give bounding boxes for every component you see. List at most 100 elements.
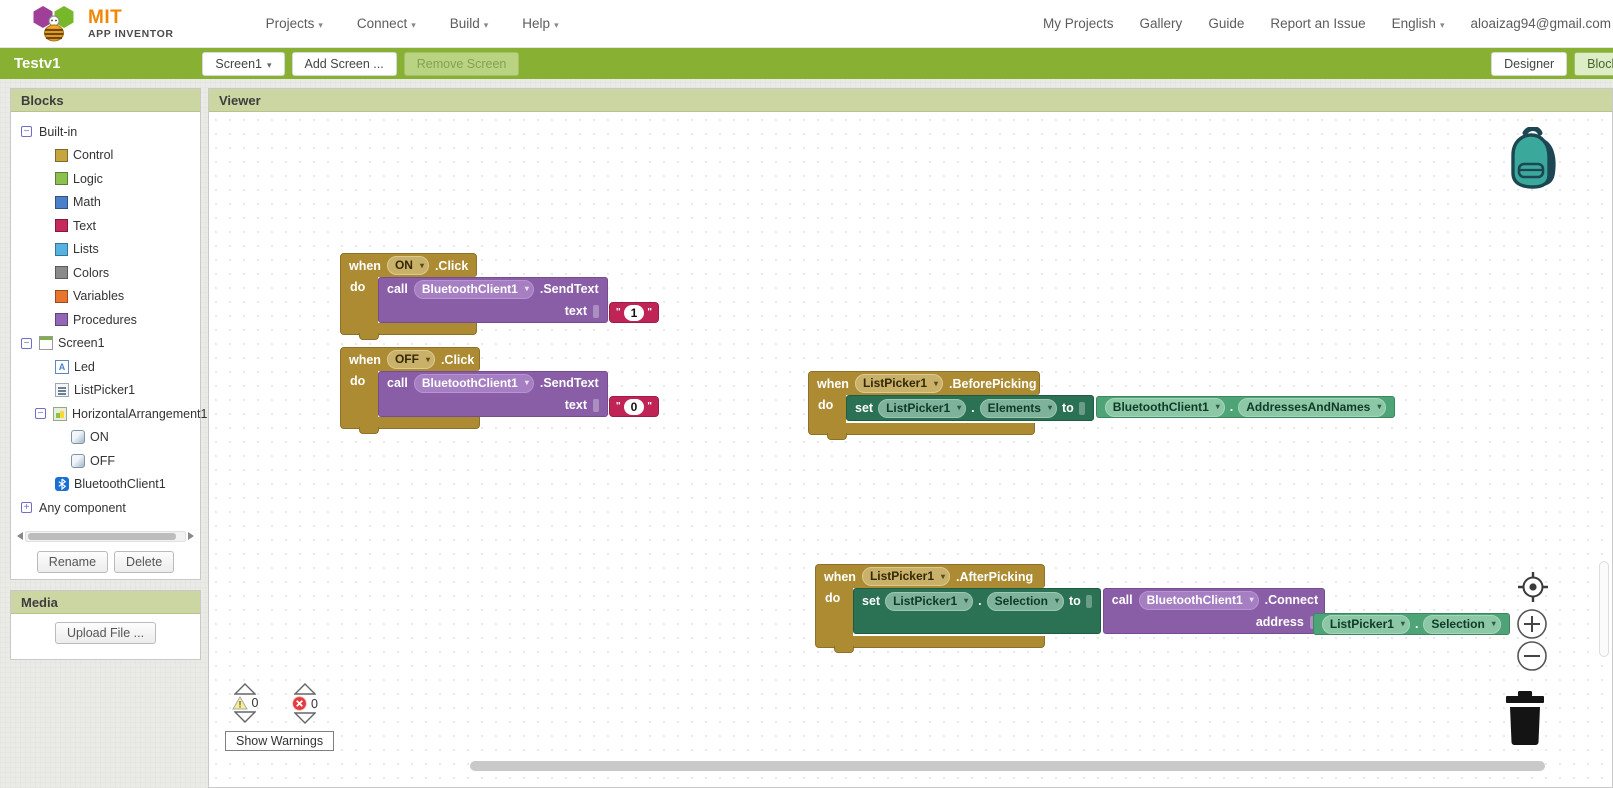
- event-block-header[interactable]: when ON .Click: [340, 253, 477, 277]
- logo-sub: APP INVENTOR: [88, 27, 174, 40]
- trash-icon[interactable]: [1501, 690, 1549, 746]
- event-block-header[interactable]: when ListPicker1 .BeforePicking: [808, 371, 1040, 395]
- when-keyword: when: [817, 376, 849, 391]
- event-block-header[interactable]: when ListPicker1 .AfterPicking: [815, 564, 1045, 588]
- text-string-block[interactable]: " 0 ": [608, 396, 659, 417]
- tree-item-logic[interactable]: Logic: [11, 167, 198, 191]
- call-sendtext-block[interactable]: call BluetoothClient1 .SendText text " 1: [378, 277, 659, 323]
- collapse-down-icon[interactable]: [294, 712, 316, 724]
- link-gallery[interactable]: Gallery: [1139, 16, 1183, 31]
- menu-build[interactable]: Build ▾: [450, 16, 489, 31]
- collapse-down-icon[interactable]: [234, 711, 256, 723]
- block-listpicker-beforepicking[interactable]: when ListPicker1 .BeforePicking do set L…: [808, 371, 1396, 440]
- component-dropdown[interactable]: OFF: [386, 350, 435, 369]
- designer-button[interactable]: Designer: [1491, 51, 1568, 76]
- text-string-block[interactable]: " 1 ": [608, 302, 659, 323]
- scroll-thumb[interactable]: [28, 532, 176, 540]
- component-dropdown[interactable]: ListPicker1: [854, 374, 943, 393]
- getter-selection-block[interactable]: ListPicker1 . Selection: [1312, 613, 1510, 635]
- component-dropdown[interactable]: BluetoothClient1: [413, 279, 534, 299]
- tree-item-control[interactable]: Control: [11, 144, 198, 168]
- block-when-on-click[interactable]: when ON .Click do call BluetoothClient1 …: [340, 253, 659, 340]
- upload-file-button[interactable]: Upload File ...: [54, 622, 157, 644]
- scroll-right-icon[interactable]: [188, 532, 194, 540]
- app-logo[interactable]: MIT APP INVENTOR: [30, 4, 174, 44]
- component-dropdown[interactable]: BluetoothClient1: [1104, 397, 1225, 417]
- tree-item-built-in[interactable]: − Built-in: [11, 120, 198, 144]
- tree-item-listpicker1[interactable]: ListPicker1: [11, 379, 198, 403]
- getter-addressesandnames-block[interactable]: BluetoothClient1 . AddressesAndNames: [1095, 396, 1396, 418]
- tree-item-any-component[interactable]: + Any component: [11, 496, 198, 520]
- tree-item-variables[interactable]: Variables: [11, 285, 198, 309]
- close-quote: ": [647, 401, 652, 412]
- logic-swatch-icon: [55, 172, 68, 186]
- link-report-issue[interactable]: Report an Issue: [1270, 16, 1366, 31]
- set-elements-block[interactable]: set ListPicker1 . Elements to: [846, 395, 1094, 421]
- tree-item-text[interactable]: Text: [11, 214, 198, 238]
- content-area: Blocks − Built-in Control Logic Math Tex…: [0, 79, 1613, 788]
- tree-item-math[interactable]: Math: [11, 191, 198, 215]
- block-when-off-click[interactable]: when OFF .Click do call BluetoothClient1…: [340, 347, 659, 434]
- rename-button[interactable]: Rename: [36, 550, 109, 573]
- scroll-track[interactable]: [25, 530, 186, 542]
- component-dropdown[interactable]: ListPicker1: [861, 567, 950, 586]
- collapse-up-icon[interactable]: [294, 683, 316, 695]
- component-dropdown[interactable]: ListPicker1: [885, 591, 974, 611]
- zoom-out-icon[interactable]: [1516, 640, 1548, 672]
- property-dropdown[interactable]: Selection: [986, 591, 1064, 611]
- user-email[interactable]: aloaizag94@gmail.com: [1470, 16, 1611, 31]
- link-my-projects[interactable]: My Projects: [1043, 16, 1114, 31]
- menu-projects[interactable]: Projects ▾: [266, 16, 323, 31]
- blocks-canvas[interactable]: when ON .Click do call BluetoothClient1 …: [209, 113, 1612, 787]
- set-selection-block[interactable]: set ListPicker1 . Selection to: [853, 588, 1101, 634]
- component-dropdown[interactable]: ON: [386, 256, 429, 275]
- palette-horizontal-scrollbar[interactable]: [17, 530, 194, 543]
- blocks-button[interactable]: Blocks: [1574, 51, 1613, 76]
- property-dropdown[interactable]: Elements: [979, 398, 1057, 418]
- add-screen-button[interactable]: Add Screen ...: [291, 51, 397, 76]
- tree-item-off[interactable]: OFF: [11, 449, 198, 473]
- block-listpicker-afterpicking[interactable]: when ListPicker1 .AfterPicking do set Li…: [815, 564, 1510, 653]
- tree-item-bluetoothclient1[interactable]: BluetoothClient1: [11, 473, 198, 497]
- tree-item-procedures[interactable]: Procedures: [11, 308, 198, 332]
- component-dropdown[interactable]: BluetoothClient1: [1138, 590, 1259, 610]
- tree-item-led[interactable]: A Led: [11, 355, 198, 379]
- property-dropdown[interactable]: AddressesAndNames: [1238, 397, 1387, 417]
- delete-button[interactable]: Delete: [114, 550, 175, 573]
- collapse-icon[interactable]: −: [21, 337, 32, 349]
- tree-item-lists[interactable]: Lists: [11, 238, 198, 262]
- menu-connect[interactable]: Connect ▾: [357, 16, 416, 31]
- tree-label: Variables: [73, 289, 125, 304]
- property-dropdown[interactable]: Selection: [1423, 614, 1501, 634]
- show-warnings-button[interactable]: Show Warnings: [225, 731, 335, 751]
- tree-item-colors[interactable]: Colors: [11, 261, 198, 285]
- event-block-header[interactable]: when OFF .Click: [340, 347, 480, 371]
- screen-selector-button[interactable]: Screen1 ▾: [202, 51, 285, 76]
- menu-help[interactable]: Help ▾: [522, 16, 558, 31]
- tree-item-screen1[interactable]: − Screen1: [11, 332, 198, 356]
- call-connect-block[interactable]: call BluetoothClient1 .Connect address L…: [1102, 588, 1510, 635]
- text-value-field[interactable]: 0: [623, 398, 645, 415]
- zoom-in-icon[interactable]: [1516, 608, 1548, 640]
- collapse-icon[interactable]: −: [21, 126, 32, 138]
- svg-text:!: !: [238, 700, 241, 710]
- expand-icon[interactable]: +: [21, 502, 32, 514]
- collapse-icon[interactable]: −: [35, 408, 46, 420]
- language-selector[interactable]: English ▾: [1392, 16, 1445, 31]
- canvas-vertical-scrollbar[interactable]: [1599, 561, 1609, 657]
- center-blocks-icon[interactable]: [1516, 570, 1550, 604]
- component-dropdown[interactable]: ListPicker1: [878, 398, 967, 418]
- component-dropdown[interactable]: BluetoothClient1: [413, 373, 534, 393]
- text-value-field[interactable]: 1: [623, 304, 645, 321]
- procedures-swatch-icon: [55, 313, 68, 327]
- component-dropdown[interactable]: ListPicker1: [1321, 614, 1410, 634]
- call-sendtext-block[interactable]: call BluetoothClient1 .SendText text " 0: [378, 371, 659, 417]
- tree-item-on[interactable]: ON: [11, 426, 198, 450]
- backpack-icon[interactable]: [1503, 127, 1561, 193]
- tree-item-horizontalarrangement1[interactable]: − HorizontalArrangement1: [11, 402, 208, 426]
- scroll-left-icon[interactable]: [17, 532, 23, 540]
- collapse-up-icon[interactable]: [234, 683, 256, 695]
- link-guide[interactable]: Guide: [1208, 16, 1245, 31]
- canvas-horizontal-scrollbar[interactable]: [470, 761, 1545, 771]
- remove-screen-button[interactable]: Remove Screen: [403, 51, 520, 76]
